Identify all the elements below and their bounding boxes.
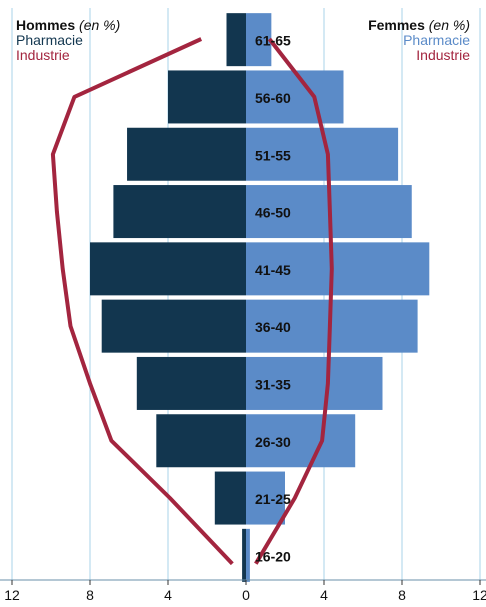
- legend-femmes: Femmes (en %) Pharmacie Industrie: [368, 18, 470, 63]
- legend-hommes-unit: (en %): [79, 17, 121, 33]
- x-tick-label: 8: [398, 587, 406, 603]
- x-tick-label: 12: [472, 587, 486, 603]
- bar-hommes-51-55: [127, 127, 246, 181]
- bar-femmes-61-65: [246, 13, 272, 67]
- category-label-41-45: 41-45: [255, 262, 291, 278]
- category-label-31-35: 31-35: [255, 376, 291, 392]
- legend-hommes-pharmacie: Pharmacie: [16, 32, 83, 48]
- bar-hommes-16-20: [242, 528, 246, 582]
- x-tick-label: 8: [86, 587, 94, 603]
- legend-femmes-unit: (en %): [428, 17, 470, 33]
- line-industrie-hommes: [50, 37, 234, 566]
- bar-hommes-41-45: [90, 242, 246, 296]
- bar-femmes-26-30: [246, 414, 356, 468]
- legend-hommes-title: Hommes: [16, 17, 76, 33]
- legend-hommes: Hommes (en %) Pharmacie Industrie: [16, 18, 120, 63]
- line-industrie-femmes: [254, 37, 334, 565]
- category-label-21-25: 21-25: [255, 491, 291, 507]
- bar-femmes-31-35: [246, 356, 383, 410]
- bar-femmes-56-60: [246, 70, 344, 124]
- bar-hommes-61-65: [226, 13, 246, 67]
- category-label-51-55: 51-55: [255, 147, 291, 163]
- bar-hommes-36-40: [101, 299, 246, 353]
- category-label-61-65: 61-65: [255, 33, 291, 49]
- bar-hommes-56-60: [168, 70, 246, 124]
- category-label-16-20: 16-20: [255, 548, 291, 564]
- category-label-36-40: 36-40: [255, 319, 291, 335]
- category-label-26-30: 26-30: [255, 434, 291, 450]
- bar-hommes-26-30: [156, 414, 246, 468]
- x-tick-label: 4: [164, 587, 172, 603]
- category-label-56-60: 56-60: [255, 90, 291, 106]
- x-tick-label: 4: [320, 587, 328, 603]
- bar-hommes-46-50: [113, 185, 247, 239]
- bar-femmes-41-45: [246, 242, 430, 296]
- legend-femmes-title: Femmes: [368, 17, 425, 33]
- legend-femmes-pharmacie: Pharmacie: [403, 32, 470, 48]
- bar-femmes-21-25: [246, 471, 285, 525]
- x-tick-label: 0: [242, 587, 250, 603]
- bar-femmes-16-20: [246, 528, 250, 582]
- category-label-46-50: 46-50: [255, 205, 291, 221]
- bar-hommes-31-35: [136, 356, 246, 410]
- legend-hommes-industrie: Industrie: [16, 47, 70, 63]
- legend-femmes-industrie: Industrie: [416, 47, 470, 63]
- x-tick-label: 12: [4, 587, 20, 603]
- bar-hommes-21-25: [214, 471, 246, 525]
